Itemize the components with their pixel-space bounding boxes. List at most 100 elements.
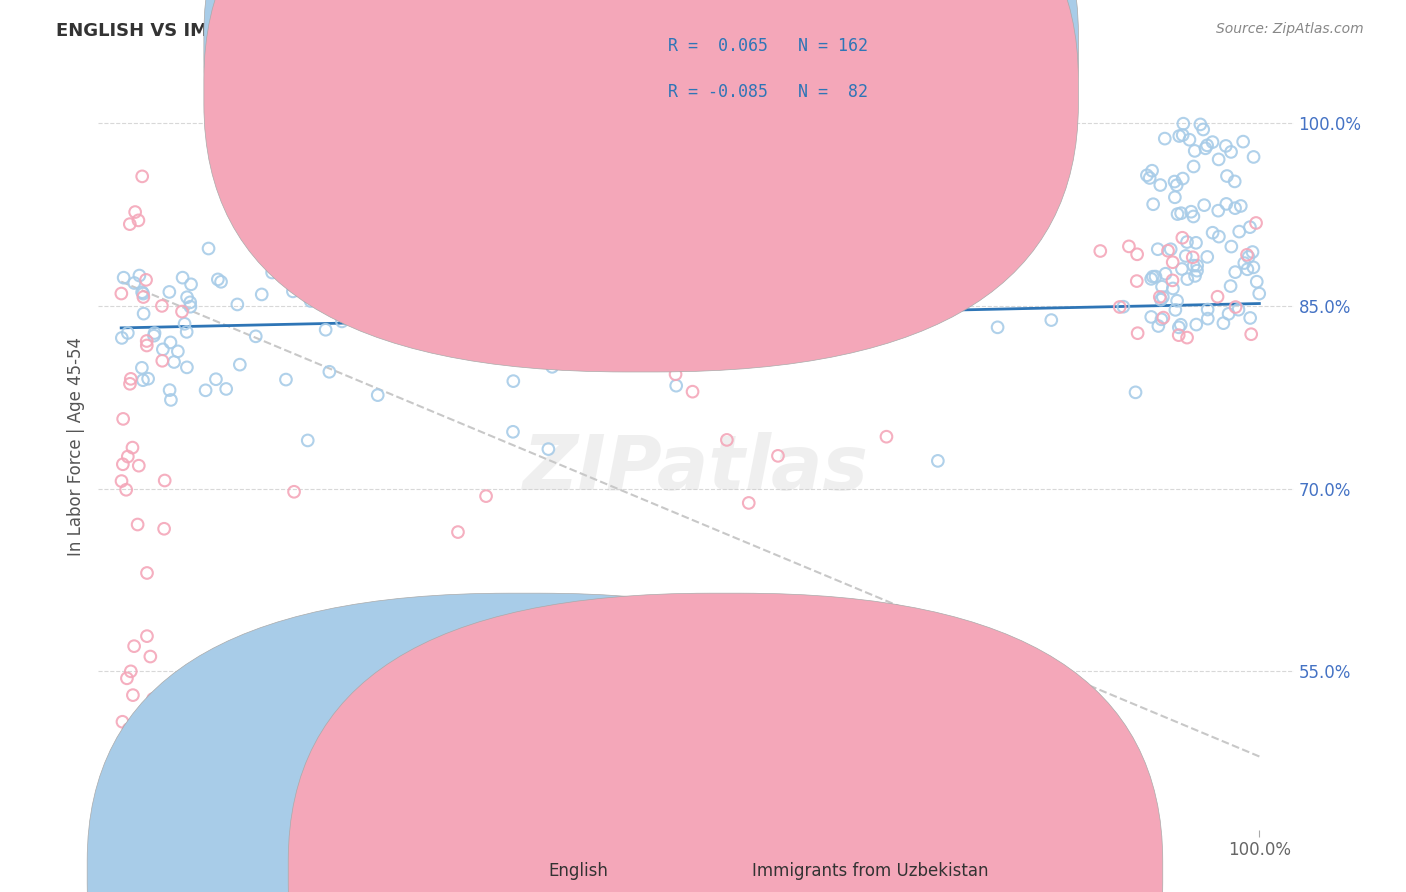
Point — [112, 270, 135, 285]
Point — [226, 297, 249, 311]
Point — [475, 489, 498, 503]
Point — [931, 292, 953, 306]
Point — [524, 297, 547, 311]
Text: ENGLISH VS IMMIGRANTS FROM UZBEKISTAN IN LABOR FORCE | AGE 45-54 CORRELATION CHA: ENGLISH VS IMMIGRANTS FROM UZBEKISTAN IN… — [56, 22, 1033, 40]
Point — [1206, 203, 1229, 218]
Point — [170, 304, 193, 318]
Point — [1229, 199, 1251, 213]
Point — [1175, 330, 1198, 344]
Point — [1184, 268, 1206, 283]
Point — [1227, 302, 1250, 317]
Point — [1175, 272, 1198, 286]
Point — [325, 256, 347, 270]
Point — [115, 766, 138, 780]
Point — [502, 374, 524, 388]
Point — [766, 449, 789, 463]
Point — [281, 285, 304, 299]
Point — [1140, 163, 1163, 178]
Point — [159, 335, 181, 350]
Point — [160, 392, 183, 407]
Point — [1112, 300, 1135, 314]
Point — [117, 326, 139, 340]
Point — [665, 378, 688, 392]
Point — [1142, 197, 1164, 211]
Point — [1215, 197, 1237, 211]
Point — [118, 376, 141, 391]
Point — [1240, 327, 1263, 342]
Point — [132, 307, 155, 321]
Point — [132, 290, 155, 304]
Point — [367, 388, 389, 402]
Point — [1126, 247, 1149, 261]
Point — [1197, 302, 1219, 317]
Point — [1197, 311, 1219, 326]
Point — [1218, 307, 1240, 321]
Point — [1239, 310, 1261, 325]
Point — [1201, 135, 1223, 149]
Point — [308, 288, 330, 302]
Point — [111, 739, 134, 753]
Point — [132, 373, 155, 387]
Point — [159, 383, 181, 397]
Point — [1225, 265, 1247, 279]
Point — [1126, 326, 1149, 341]
Point — [297, 434, 319, 448]
Point — [1197, 138, 1219, 153]
Point — [1220, 239, 1243, 253]
Point — [1146, 242, 1168, 256]
Point — [447, 524, 470, 539]
Point — [120, 372, 142, 386]
Point — [1040, 313, 1063, 327]
Point — [117, 887, 139, 892]
Point — [354, 284, 377, 298]
Point — [1194, 141, 1216, 155]
Point — [502, 425, 524, 439]
Point — [245, 329, 267, 343]
Point — [598, 289, 620, 303]
Point — [537, 442, 560, 456]
Point — [1185, 263, 1208, 277]
Point — [1244, 216, 1267, 230]
Point — [1206, 290, 1229, 304]
Point — [131, 169, 153, 184]
Point — [110, 286, 132, 301]
Point — [1220, 145, 1243, 159]
Text: R = -0.085   N =  82: R = -0.085 N = 82 — [668, 83, 868, 101]
Point — [1157, 244, 1180, 258]
Point — [1246, 275, 1268, 289]
Point — [1223, 201, 1246, 215]
Point — [1167, 207, 1189, 221]
Point — [315, 323, 337, 337]
Point — [738, 496, 761, 510]
Point — [1243, 150, 1265, 164]
Point — [179, 295, 201, 310]
Point — [371, 238, 394, 252]
Point — [299, 293, 322, 308]
Point — [262, 266, 284, 280]
Point — [1236, 248, 1258, 262]
Point — [118, 217, 141, 231]
Text: Immigrants from Uzbekistan: Immigrants from Uzbekistan — [752, 863, 988, 880]
Point — [110, 474, 132, 488]
Point — [143, 328, 166, 343]
Point — [541, 359, 564, 374]
Point — [645, 287, 668, 301]
Point — [127, 213, 149, 227]
Point — [1180, 204, 1202, 219]
Point — [117, 812, 139, 826]
Point — [115, 732, 138, 747]
Point — [136, 629, 159, 643]
Point — [1168, 129, 1191, 144]
Point — [927, 454, 949, 468]
Point — [834, 246, 856, 260]
Point — [176, 325, 198, 339]
Point — [1208, 153, 1230, 167]
Point — [617, 353, 640, 368]
Point — [143, 326, 166, 340]
Point — [1223, 174, 1246, 188]
Point — [1164, 190, 1187, 204]
Point — [111, 714, 134, 729]
Point — [1170, 206, 1192, 220]
Point — [111, 457, 134, 471]
Point — [664, 368, 686, 382]
